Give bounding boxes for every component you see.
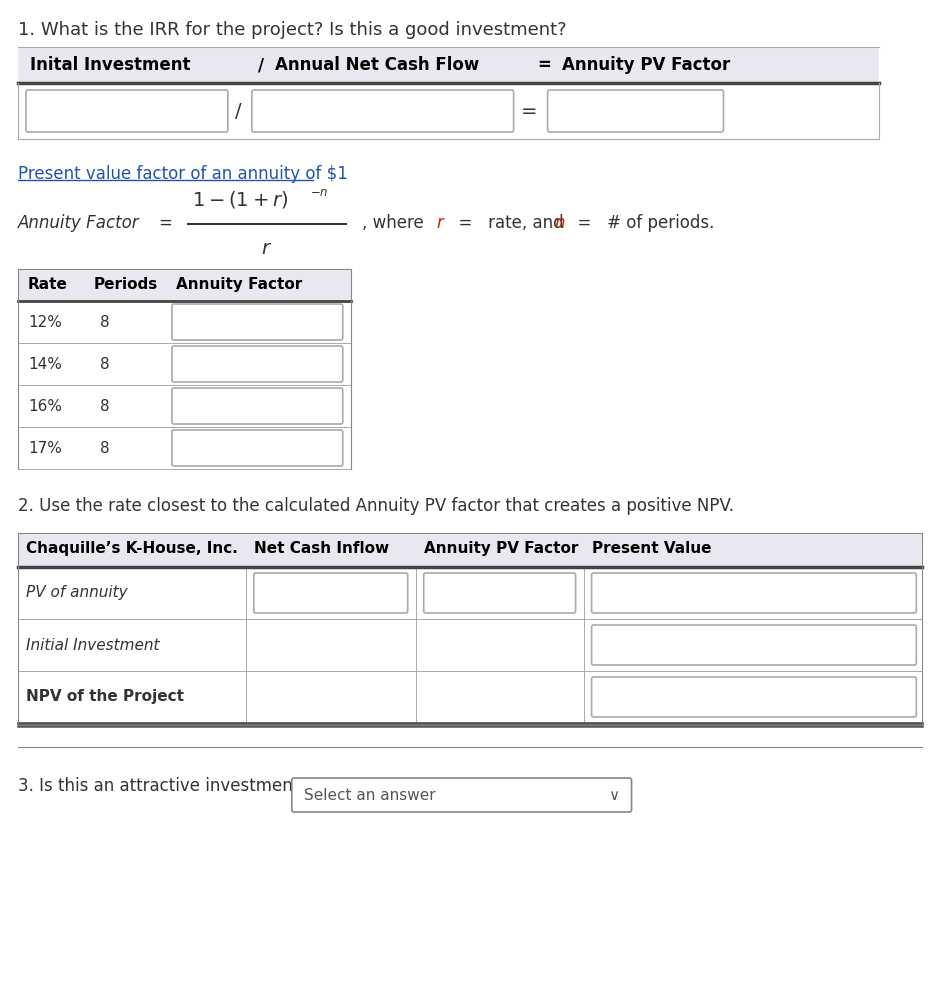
FancyBboxPatch shape bbox=[172, 304, 343, 340]
Text: =   # of periods.: = # of periods. bbox=[566, 214, 714, 232]
Text: /: / bbox=[234, 102, 241, 121]
FancyBboxPatch shape bbox=[592, 677, 917, 717]
FancyBboxPatch shape bbox=[592, 625, 917, 665]
Text: Chaquille’s K-House, Inc.: Chaquille’s K-House, Inc. bbox=[26, 541, 238, 556]
FancyBboxPatch shape bbox=[423, 573, 576, 613]
Text: Initial Investment: Initial Investment bbox=[26, 638, 159, 653]
Text: 8: 8 bbox=[100, 315, 109, 329]
Text: NPV of the Project: NPV of the Project bbox=[26, 689, 184, 704]
FancyBboxPatch shape bbox=[252, 90, 514, 132]
Text: 8: 8 bbox=[100, 440, 109, 456]
Text: 8: 8 bbox=[100, 356, 109, 372]
Text: Annuity Factor: Annuity Factor bbox=[176, 277, 302, 292]
Text: Periods: Periods bbox=[94, 277, 158, 292]
Text: 12%: 12% bbox=[28, 315, 62, 329]
Text: , where: , where bbox=[361, 214, 429, 232]
Text: Select an answer: Select an answer bbox=[304, 787, 436, 802]
FancyBboxPatch shape bbox=[254, 573, 407, 613]
Text: Annuity PV Factor: Annuity PV Factor bbox=[423, 541, 578, 556]
FancyBboxPatch shape bbox=[172, 430, 343, 466]
Text: 8: 8 bbox=[100, 399, 109, 413]
Text: ∨: ∨ bbox=[608, 787, 619, 802]
FancyBboxPatch shape bbox=[26, 90, 228, 132]
Text: 17%: 17% bbox=[28, 440, 62, 456]
Text: Net Cash Inflow: Net Cash Inflow bbox=[254, 541, 389, 556]
Text: Annual Net Cash Flow: Annual Net Cash Flow bbox=[275, 56, 479, 74]
Text: Inital Investment: Inital Investment bbox=[30, 56, 190, 74]
Bar bbox=[18, 533, 922, 567]
FancyBboxPatch shape bbox=[172, 388, 343, 424]
Text: 2. Use the rate closest to the calculated Annuity PV factor that creates a posit: 2. Use the rate closest to the calculate… bbox=[18, 497, 734, 515]
Text: $n$: $n$ bbox=[553, 214, 565, 232]
Text: Present Value: Present Value bbox=[592, 541, 711, 556]
Text: 1. What is the IRR for the project? Is this a good investment?: 1. What is the IRR for the project? Is t… bbox=[18, 21, 566, 39]
Text: $1-(1+r)$: $1-(1+r)$ bbox=[192, 189, 288, 210]
Text: Present value factor of an annuity of $1: Present value factor of an annuity of $1 bbox=[18, 165, 348, 183]
Text: Annuity PV Factor: Annuity PV Factor bbox=[562, 56, 730, 74]
Text: $r$: $r$ bbox=[262, 239, 272, 258]
FancyBboxPatch shape bbox=[548, 90, 724, 132]
Text: /: / bbox=[258, 56, 263, 74]
Text: Rate: Rate bbox=[28, 277, 68, 292]
Text: 14%: 14% bbox=[28, 356, 62, 372]
FancyBboxPatch shape bbox=[172, 346, 343, 382]
Text: $r$: $r$ bbox=[436, 214, 445, 232]
Text: 16%: 16% bbox=[28, 399, 62, 413]
Text: Annuity Factor: Annuity Factor bbox=[18, 214, 139, 232]
Text: =   rate, and: = rate, and bbox=[448, 214, 568, 232]
Text: 3. Is this an attractive investment?: 3. Is this an attractive investment? bbox=[18, 777, 308, 795]
Text: =: = bbox=[537, 56, 551, 74]
Text: PV of annuity: PV of annuity bbox=[26, 585, 128, 600]
Text: $^{-n}$: $^{-n}$ bbox=[310, 187, 328, 205]
Text: =: = bbox=[521, 102, 538, 121]
Bar bbox=[18, 47, 880, 83]
FancyBboxPatch shape bbox=[292, 778, 631, 812]
Bar bbox=[18, 269, 351, 301]
Text: =: = bbox=[158, 214, 172, 232]
FancyBboxPatch shape bbox=[592, 573, 917, 613]
